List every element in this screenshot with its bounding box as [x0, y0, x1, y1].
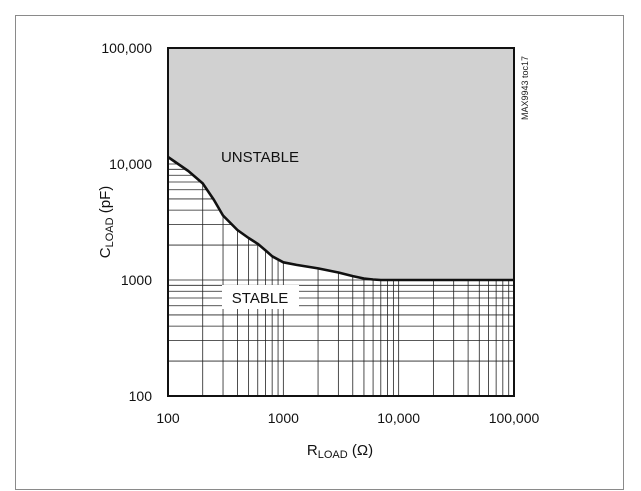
- stable-region-fill: [168, 157, 514, 396]
- y-axis-title-main: C: [97, 247, 114, 258]
- x-tick-label: 10,000: [377, 410, 420, 426]
- y-axis-title: CLOAD (pF): [97, 186, 116, 258]
- y-axis-title-unit: (pF): [97, 186, 114, 218]
- x-tick-label: 1000: [268, 410, 299, 426]
- x-axis-title-main: R: [307, 442, 318, 459]
- stable-label: STABLE: [232, 290, 288, 307]
- x-axis-title-unit: (Ω): [348, 442, 373, 459]
- y-axis-title-sub: LOAD: [104, 217, 116, 247]
- x-axis-title: RLOAD (Ω): [307, 442, 373, 461]
- x-tick-label: 100,000: [489, 410, 540, 426]
- plot-border: [167, 47, 515, 397]
- y-tick-label: 10,000: [109, 156, 152, 172]
- y-tick-label: 100,000: [101, 40, 152, 56]
- stability-boundary-line: [167, 155, 514, 282]
- unstable-label: UNSTABLE: [221, 149, 299, 166]
- unstable-label-bg: [210, 143, 311, 169]
- x-tick-label: 100: [156, 410, 180, 426]
- stable-label-bg: [222, 285, 299, 309]
- y-tick-label: 1000: [121, 272, 152, 288]
- figure-id-label: MAX9943 toc17: [520, 56, 530, 120]
- x-axis-title-sub: LOAD: [318, 449, 348, 461]
- figure-frame: [15, 15, 624, 490]
- y-tick-label: 100: [129, 388, 153, 404]
